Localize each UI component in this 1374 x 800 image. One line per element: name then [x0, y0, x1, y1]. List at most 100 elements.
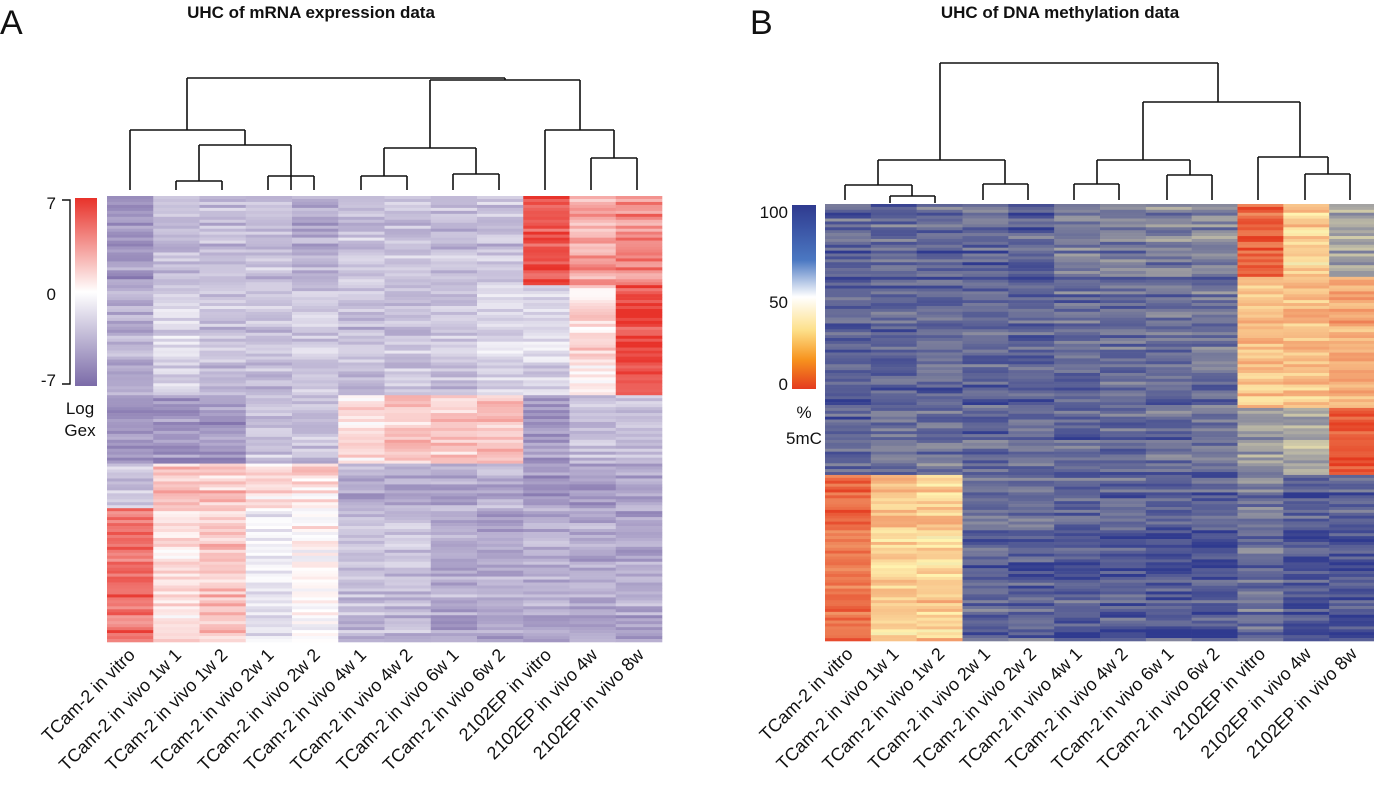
heatmap-cell [153, 356, 200, 360]
heatmap-cell [962, 265, 1009, 269]
heatmap-cell [384, 216, 432, 221]
heatmap-cell [569, 326, 617, 331]
heatmap-cell [1054, 477, 1101, 482]
heatmap-cell [1329, 367, 1374, 371]
heatmap-cell [1329, 256, 1374, 260]
heatmap-cell [107, 270, 154, 274]
heatmap-cell [477, 523, 524, 527]
heatmap-cell [1329, 381, 1374, 385]
heatmap-cell [1145, 355, 1192, 359]
colorbar-b-tick-max: 100 [760, 203, 788, 222]
heatmap-cell [384, 249, 432, 253]
heatmap-cell [1191, 393, 1238, 397]
heatmap-cell [292, 377, 339, 381]
heatmap-cell [338, 222, 385, 227]
heatmap-cell [384, 514, 432, 518]
heatmap-cell [199, 338, 247, 342]
heatmap-cell [1054, 483, 1101, 487]
heatmap-cell [962, 576, 1009, 581]
heatmap-cell [569, 424, 617, 429]
heatmap-cell [825, 399, 872, 403]
heatmap-cell [245, 204, 293, 209]
heatmap-cell [825, 506, 872, 511]
heatmap-cell [615, 624, 663, 628]
heatmap-cell [292, 198, 339, 203]
heatmap-cell [1054, 378, 1101, 383]
heatmap-cell [1145, 340, 1192, 345]
heatmap-cell [916, 215, 963, 219]
heatmap-cell [199, 469, 247, 473]
heatmap-cell [825, 422, 872, 426]
heatmap-cell [153, 639, 200, 643]
heatmap-cell [153, 615, 200, 619]
heatmap-cell [153, 368, 200, 372]
heatmap-cell [1191, 439, 1238, 444]
heatmap-cell [1145, 238, 1192, 243]
heatmap-cell [1329, 629, 1374, 633]
heatmap-cell [962, 614, 1009, 618]
heatmap-cell [523, 481, 570, 485]
heatmap-cell [245, 514, 293, 518]
heatmap-cell [615, 383, 663, 387]
heatmap-cell [338, 469, 385, 473]
dendrogram-a [129, 77, 638, 190]
heatmap-cell [477, 240, 524, 244]
heatmap-cell [338, 347, 385, 351]
heatmap-cell [153, 463, 200, 467]
heatmap-cell [153, 427, 200, 432]
heatmap-cell [1283, 346, 1330, 350]
heatmap-cell [1191, 498, 1238, 502]
heatmap-cell [1191, 241, 1238, 246]
heatmap-cell [1145, 233, 1192, 237]
heatmap-cell [615, 311, 663, 316]
heatmap-cell [245, 603, 293, 607]
heatmap-cell [153, 285, 200, 289]
heatmap-cell [1283, 483, 1330, 487]
heatmap-cell [916, 294, 963, 298]
heatmap-cell [1145, 282, 1192, 286]
heatmap-cell [870, 611, 917, 616]
heatmap-cell [1329, 431, 1374, 435]
heatmap-cell [153, 320, 200, 325]
heatmap-cell [569, 276, 617, 280]
heatmap-cell [153, 514, 200, 518]
heatmap-cell [107, 332, 154, 337]
heatmap-cell [1145, 585, 1192, 589]
heatmap-cell [1329, 530, 1374, 534]
heatmap-cell [825, 509, 872, 514]
heatmap-cell [1054, 352, 1101, 356]
heatmap-cell [615, 511, 663, 515]
heatmap-cell [1008, 559, 1055, 563]
heatmap-cell [569, 196, 617, 200]
heatmap-cell [384, 579, 432, 583]
heatmap-cell [916, 594, 963, 598]
heatmap-cell [430, 618, 478, 622]
heatmap-cell [107, 618, 154, 622]
heatmap-cell [1237, 399, 1284, 403]
heatmap-cell [107, 228, 154, 232]
heatmap-cell [430, 347, 478, 351]
heatmap-cell [870, 209, 917, 214]
heatmap-cell [615, 603, 663, 607]
heatmap-cell [1145, 544, 1192, 549]
heatmap-cell [1145, 521, 1192, 525]
heatmap-cell [1054, 370, 1101, 374]
heatmap-cell [1283, 215, 1330, 219]
heatmap-cell [825, 370, 872, 374]
heatmap-cell [384, 627, 432, 631]
heatmap-cell [245, 371, 293, 375]
heatmap-cell [245, 386, 293, 390]
heatmap-cell [1008, 439, 1055, 444]
heatmap-cell [1145, 434, 1192, 438]
colorbar-a-label-line2: Gex [64, 421, 96, 440]
heatmap-cell [338, 273, 385, 277]
heatmap-cell [615, 582, 663, 586]
heatmap-cell [962, 524, 1009, 528]
heatmap-cell [825, 539, 872, 543]
heatmap-cell [962, 562, 1009, 566]
heatmap-cell [615, 338, 663, 342]
heatmap-cell [825, 247, 872, 251]
heatmap-cell [430, 454, 478, 458]
heatmap-cell [1329, 271, 1374, 275]
heatmap-cell [292, 213, 339, 218]
